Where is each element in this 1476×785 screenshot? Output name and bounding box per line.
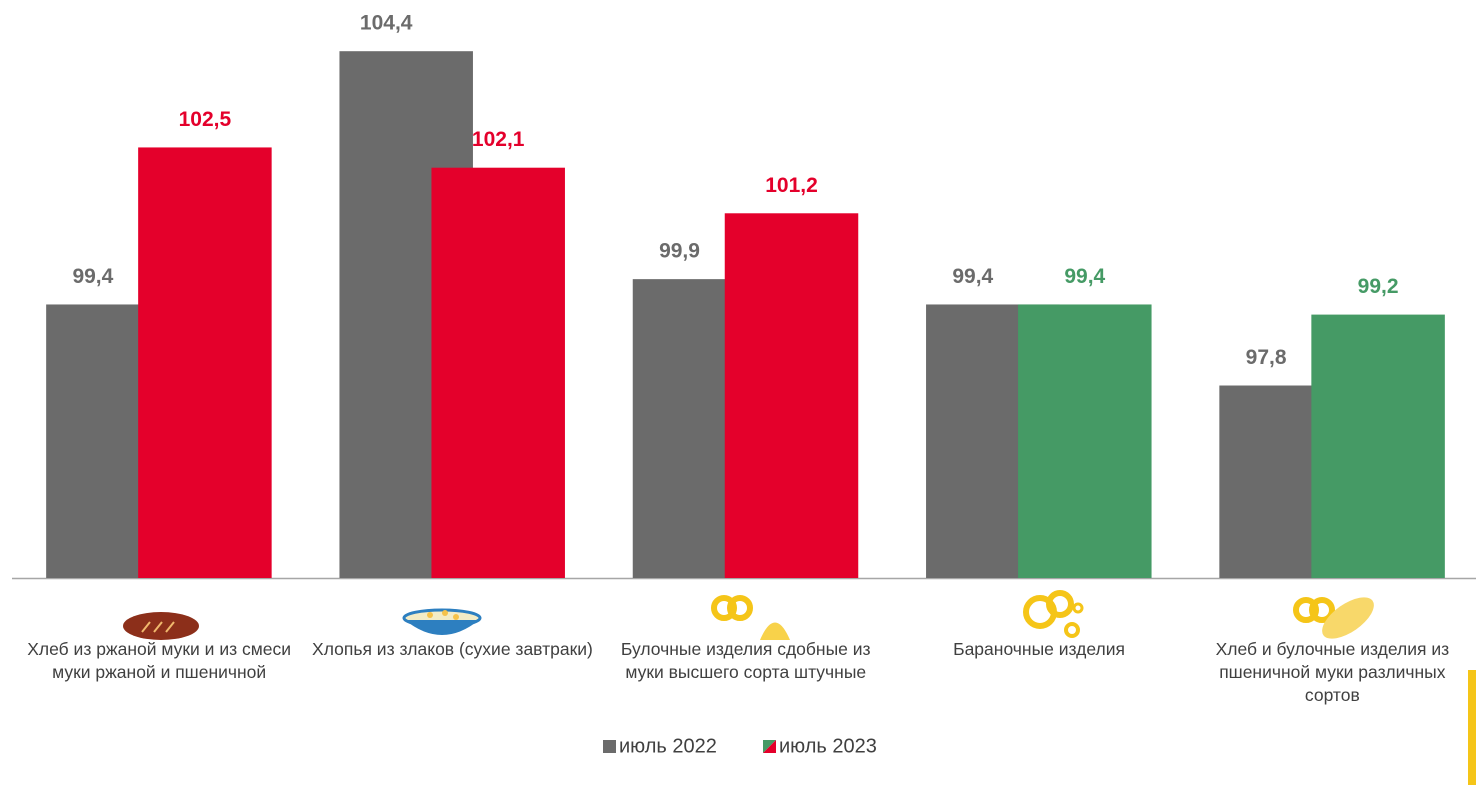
value-label: 99,4 <box>952 265 993 288</box>
legend-swatch <box>603 740 616 753</box>
icon-bowl <box>402 608 482 635</box>
value-label: 102,5 <box>179 108 232 131</box>
value-label: 99,9 <box>659 240 700 263</box>
edge-accent <box>1468 670 1476 785</box>
legend-swatch <box>763 740 776 753</box>
value-label: 99,4 <box>1064 265 1105 288</box>
category-label: Хлеб из ржаной муки и из смеси муки ржан… <box>27 639 292 682</box>
category-label: Булочные изделия сдобные из муки высшего… <box>620 639 871 682</box>
bar <box>431 167 565 578</box>
value-label: 101,2 <box>765 174 818 197</box>
bar <box>1018 304 1152 578</box>
value-label: 97,8 <box>1246 346 1287 369</box>
value-label: 102,1 <box>472 128 525 151</box>
icon-pretzel-loaf <box>1293 597 1374 639</box>
value-label: 99,4 <box>72 265 113 288</box>
bar <box>1311 314 1445 578</box>
category-label: Хлопья из злаков (сухие завтраки) <box>312 639 593 659</box>
bar <box>138 147 272 578</box>
value-label: 104,4 <box>360 12 413 35</box>
legend-label: июль 2022 <box>619 735 717 757</box>
bar <box>724 213 859 578</box>
icon-bagels <box>1023 590 1084 638</box>
category-label: Бараночные изделия <box>953 639 1125 659</box>
value-label: 99,2 <box>1358 275 1399 298</box>
icon-pretzel-croissant <box>711 595 790 640</box>
legend-label: июль 2023 <box>779 735 877 757</box>
icon-bread <box>123 612 199 640</box>
category-label: Хлеб и булочные изделия из пшеничной мук… <box>1215 639 1450 705</box>
